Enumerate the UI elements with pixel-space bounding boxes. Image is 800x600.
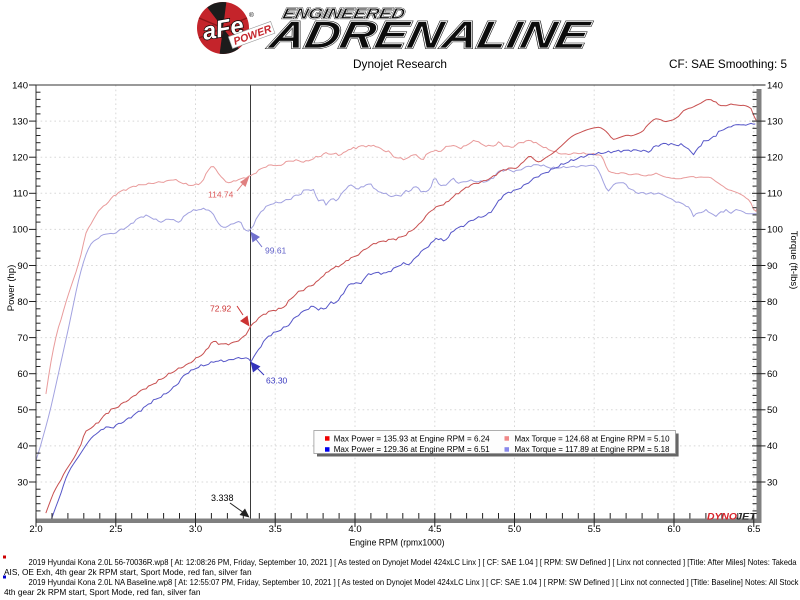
svg-text:Max Torque = 124.68 at Engine: Max Torque = 124.68 at Engine RPM = 5.10 <box>515 433 670 443</box>
svg-text:90: 90 <box>17 261 28 272</box>
svg-text:99.61: 99.61 <box>265 246 287 256</box>
svg-text:2019 Hyundai Kona 2.0L NA Base: 2019 Hyundai Kona 2.0L NA Baseline.wp8 [… <box>29 577 800 587</box>
svg-text:130: 130 <box>12 116 28 127</box>
svg-text:63.30: 63.30 <box>266 376 288 386</box>
svg-text:40: 40 <box>767 441 778 452</box>
svg-text:4th gear 2k RPM start, Sport M: 4th gear 2k RPM start, Sport Mode, red f… <box>4 587 201 597</box>
svg-text:80: 80 <box>17 297 28 308</box>
svg-text:80: 80 <box>767 297 778 308</box>
svg-text:120: 120 <box>767 153 783 164</box>
svg-text:AIS, OE Exh, 4th gear 2k RPM s: AIS, OE Exh, 4th gear 2k RPM start, Spor… <box>4 567 252 577</box>
svg-text:ADRENALINE: ADRENALINE <box>265 14 595 57</box>
svg-text:5.0: 5.0 <box>508 524 521 535</box>
svg-text:72.92: 72.92 <box>210 304 232 314</box>
svg-text:4.0: 4.0 <box>348 524 361 535</box>
svg-text:70: 70 <box>17 333 28 344</box>
svg-text:90: 90 <box>767 261 778 272</box>
svg-text:6.5: 6.5 <box>747 524 760 535</box>
svg-text:Engine RPM (rpmx1000): Engine RPM (rpmx1000) <box>350 538 445 549</box>
svg-text:CF: SAE Smoothing: 5: CF: SAE Smoothing: 5 <box>669 57 787 71</box>
svg-text:60: 60 <box>767 369 778 380</box>
svg-text:3.338: 3.338 <box>211 493 234 503</box>
svg-text:ENGINEERED: ENGINEERED <box>281 6 407 23</box>
svg-text:JET: JET <box>736 512 757 523</box>
svg-text:110: 110 <box>13 189 28 200</box>
svg-text:Dynojet Research: Dynojet Research <box>353 57 447 71</box>
svg-text:30: 30 <box>767 477 778 488</box>
svg-text:5.5: 5.5 <box>588 524 601 535</box>
svg-text:Torque (ft-lbs): Torque (ft-lbs) <box>788 231 799 290</box>
svg-text:140: 140 <box>767 80 783 91</box>
svg-text:60: 60 <box>17 369 28 380</box>
svg-text:114.74: 114.74 <box>208 190 234 200</box>
svg-text:6.0: 6.0 <box>667 524 680 535</box>
svg-text:30: 30 <box>17 477 28 488</box>
svg-text:4.5: 4.5 <box>428 524 441 535</box>
svg-text:®: ® <box>249 11 254 19</box>
svg-text:100: 100 <box>12 225 28 236</box>
svg-text:50: 50 <box>767 405 778 416</box>
svg-text:Max Power = 129.36 at Engine R: Max Power = 129.36 at Engine RPM = 6.51 <box>334 444 490 454</box>
svg-text:50: 50 <box>17 405 28 416</box>
svg-text:40: 40 <box>17 441 28 452</box>
svg-text:Max Torque = 117.89 at Engine: Max Torque = 117.89 at Engine RPM = 5.18 <box>515 444 670 454</box>
svg-text:140: 140 <box>12 80 28 91</box>
svg-text:3.5: 3.5 <box>269 524 282 535</box>
svg-text:120: 120 <box>12 153 28 164</box>
svg-text:2.5: 2.5 <box>109 524 122 535</box>
svg-text:ENGINEERED: ENGINEERED <box>281 6 407 23</box>
svg-text:100: 100 <box>767 225 783 236</box>
svg-text:110: 110 <box>767 189 782 200</box>
svg-text:2.0: 2.0 <box>29 524 42 535</box>
svg-text:130: 130 <box>767 116 783 127</box>
svg-text:Max Power = 135.93 at Engine R: Max Power = 135.93 at Engine RPM = 6.24 <box>334 433 490 443</box>
svg-text:70: 70 <box>767 333 778 344</box>
svg-text:ADRENALINE: ADRENALINE <box>265 14 595 57</box>
svg-text:2019 Hyundai Kona 2.0L 56-7003: 2019 Hyundai Kona 2.0L 56-70036R.wp8 [ A… <box>29 557 797 567</box>
svg-text:Power (hp): Power (hp) <box>6 265 17 311</box>
svg-text:DYNO: DYNO <box>707 512 738 523</box>
svg-text:3.0: 3.0 <box>189 524 202 535</box>
